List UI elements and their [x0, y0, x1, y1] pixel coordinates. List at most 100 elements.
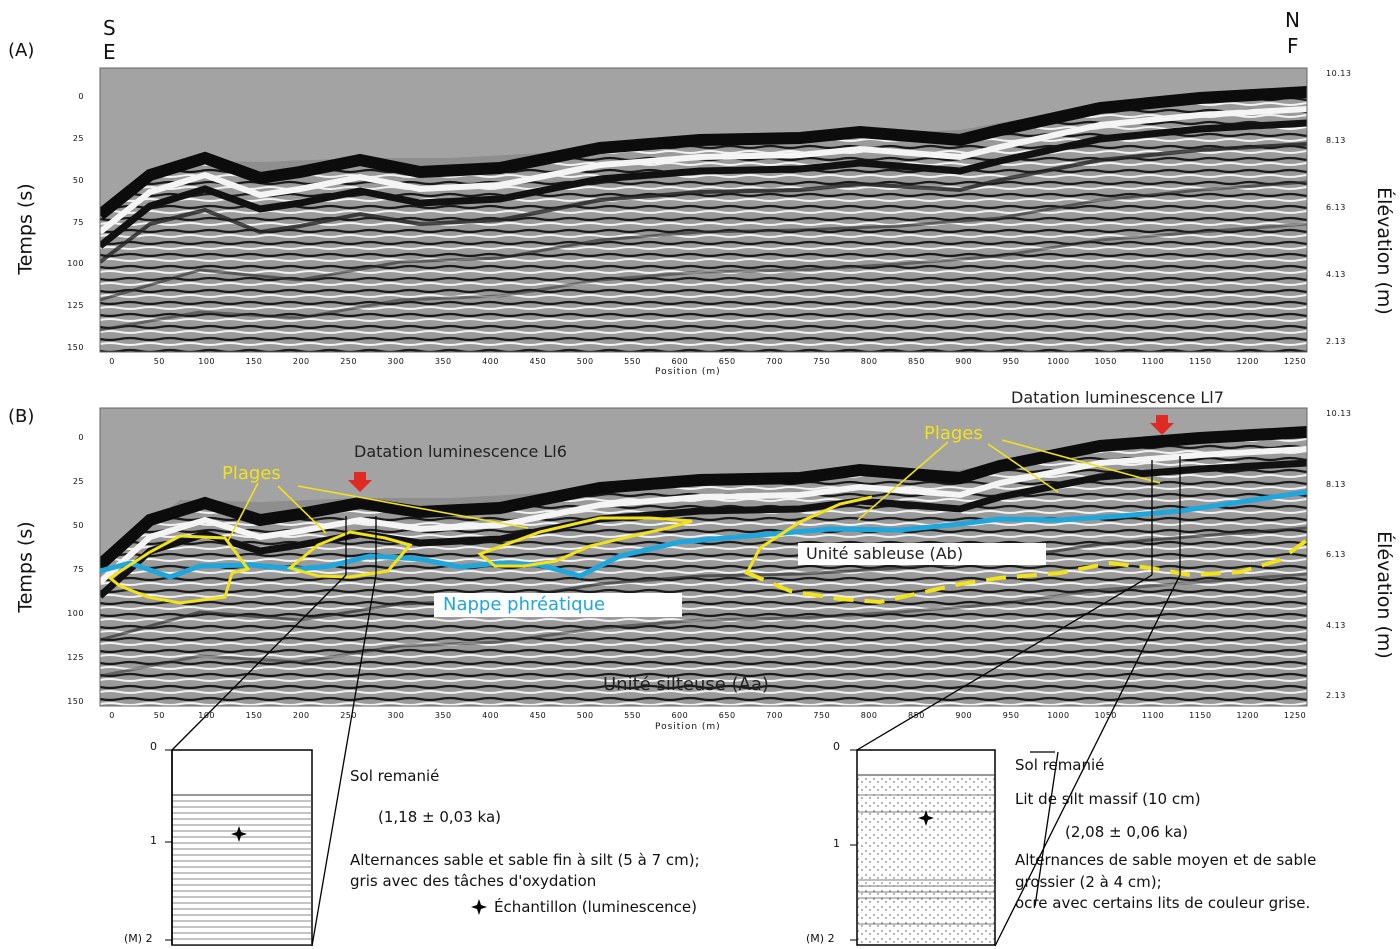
position-tick-label: 1200 [1236, 711, 1259, 720]
position-tick-label: 350 [434, 357, 452, 366]
elevation-tick-label: 4.13 [1326, 620, 1346, 630]
time-tick-label: 150 [67, 343, 84, 352]
radar-panel-a [99, 67, 1308, 353]
time-tick-label: 125 [67, 301, 84, 311]
position-tick-label: 100 [198, 711, 216, 720]
dating-arrow-l6 [348, 472, 372, 492]
time-tick-label: 100 [67, 609, 84, 618]
time-tick-label: 0 [78, 433, 84, 442]
position-tick-label: 1250 [1283, 711, 1307, 720]
direction-right-f: F [1287, 34, 1299, 58]
position-tick-label: 450 [529, 711, 547, 720]
position-tick-label: 400 [482, 711, 499, 720]
log-right-depth-2: (M) 2 [806, 932, 835, 945]
elevation-tick-label: 6.13 [1326, 550, 1346, 559]
position-tick-label: 700 [766, 357, 783, 366]
elevation-tick-label: 8.13 [1326, 479, 1346, 489]
water-table-label-box [434, 593, 682, 617]
position-tick-label: 650 [718, 711, 736, 720]
log-left-layer1: Sol remanié [350, 767, 440, 785]
sample-star-icon [231, 826, 247, 842]
elevation-tick-label: 6.13 [1326, 203, 1346, 212]
sample-star-icon [918, 810, 934, 826]
position-tick-label: 500 [576, 711, 594, 720]
panel-b-right-axis-title: Élévation (m) [1372, 531, 1395, 659]
log-right-layer1: Sol remanié [1015, 756, 1105, 774]
panel-b-left-axis-title: Temps (s) [14, 521, 37, 613]
position-tick-label: 1050 [1094, 357, 1117, 366]
stratigraphic-log-left [165, 749, 313, 946]
time-tick-label: 75 [72, 565, 84, 574]
sandy-unit-base-dashed [744, 538, 1309, 605]
position-tick-label: 650 [718, 357, 736, 366]
sandy-unit-label: Unité sableuse (Ab) [806, 544, 964, 563]
log-right-depth-1: 1 [833, 837, 840, 850]
radar-panel-b [99, 407, 1309, 707]
panel-a-x-axis-title: Position (m) [655, 367, 721, 377]
log-right-age: (2,08 ± 0,06 ka) [1065, 823, 1188, 841]
log-right-layer3-line1: Alternances de sable moyen et de sable [1015, 851, 1317, 869]
log-right-depth-0: 0 [833, 740, 840, 753]
direction-right-n: N [1285, 8, 1300, 32]
log-left-layer2-line2: gris avec des tâches d'oxydation [350, 872, 597, 890]
time-tick-label: 150 [67, 697, 84, 706]
position-tick-label: 800 [860, 357, 878, 366]
panel-b-label: (B) [8, 406, 35, 427]
position-tick-label: 300 [387, 711, 405, 720]
position-tick-label: 50 [153, 711, 165, 720]
position-tick-label: 550 [624, 357, 641, 366]
position-tick-label: 350 [434, 711, 452, 720]
elevation-tick-label: 10.13 [1326, 409, 1352, 418]
position-tick-label: 1000 [1047, 711, 1070, 720]
position-tick-label: 1100 [1141, 711, 1165, 720]
position-tick-label: 1100 [1141, 357, 1165, 366]
log-left-depth-2: (M) 2 [124, 932, 153, 945]
panel-a-label: (A) [8, 40, 35, 61]
water-table-line [99, 489, 1308, 580]
log-left-depth-0: 0 [150, 740, 157, 753]
radar-reflections-b [100, 408, 1307, 706]
position-tick-label: 800 [860, 711, 878, 720]
plages-leader-lines [227, 439, 1161, 542]
log-left-depth-1: 1 [150, 834, 157, 847]
log-connector-lines [171, 574, 1181, 947]
position-tick-label: 950 [1002, 357, 1020, 366]
log-left-age: (1,18 ± 0,03 ka) [378, 808, 501, 826]
position-tick-label: 0 [109, 711, 115, 720]
log-left-layer2-line1: Alternances sable et sable fin à silt (5… [350, 851, 700, 869]
position-tick-label: 1150 [1189, 711, 1212, 720]
position-tick-label: 1000 [1047, 357, 1070, 366]
position-tick-label: 200 [292, 711, 310, 720]
elevation-tick-label: 2.13 [1326, 691, 1346, 700]
position-tick-label: 600 [671, 711, 689, 720]
position-tick-label: 750 [813, 711, 831, 720]
position-tick-label: 1200 [1236, 357, 1259, 366]
time-tick-label: 25 [72, 477, 84, 486]
position-tick-label: 1050 [1094, 711, 1117, 720]
elevation-tick-label: 4.13 [1326, 270, 1346, 279]
plages-label-right: Plages [924, 423, 983, 444]
position-tick-label: 100 [198, 357, 216, 366]
log-right-layer2: Lit de silt massif (10 cm) [1015, 790, 1201, 808]
position-tick-label: 500 [576, 357, 594, 366]
position-tick-label: 450 [529, 357, 547, 366]
elevation-tick-label: 10.13 [1326, 69, 1352, 78]
plages-label-left: Plages [222, 463, 281, 484]
dating-label-l7: Datation luminescence Ll7 [1011, 388, 1224, 407]
dating-label-l6: Datation luminescence Ll6 [354, 442, 567, 461]
stratigraphic-log-right [850, 749, 996, 946]
plages-outlines [107, 495, 873, 605]
position-tick-label: 900 [955, 357, 973, 366]
time-tick-label: 125 [67, 653, 84, 662]
position-tick-label: 200 [292, 357, 310, 366]
radar-reflections-a [100, 68, 1307, 352]
log-right-layer3-line2: grossier (2 à 4 cm); [1015, 873, 1162, 891]
position-tick-label: 950 [1002, 711, 1020, 720]
elevation-tick-label: 8.13 [1326, 136, 1346, 145]
position-tick-label: 750 [813, 357, 831, 366]
panel-a-right-axis-title: Élévation (m) [1372, 187, 1395, 315]
position-tick-label: 250 [340, 711, 357, 720]
position-tick-label: 250 [340, 357, 357, 366]
position-tick-label: 900 [955, 711, 973, 720]
position-tick-label: 150 [245, 357, 263, 366]
